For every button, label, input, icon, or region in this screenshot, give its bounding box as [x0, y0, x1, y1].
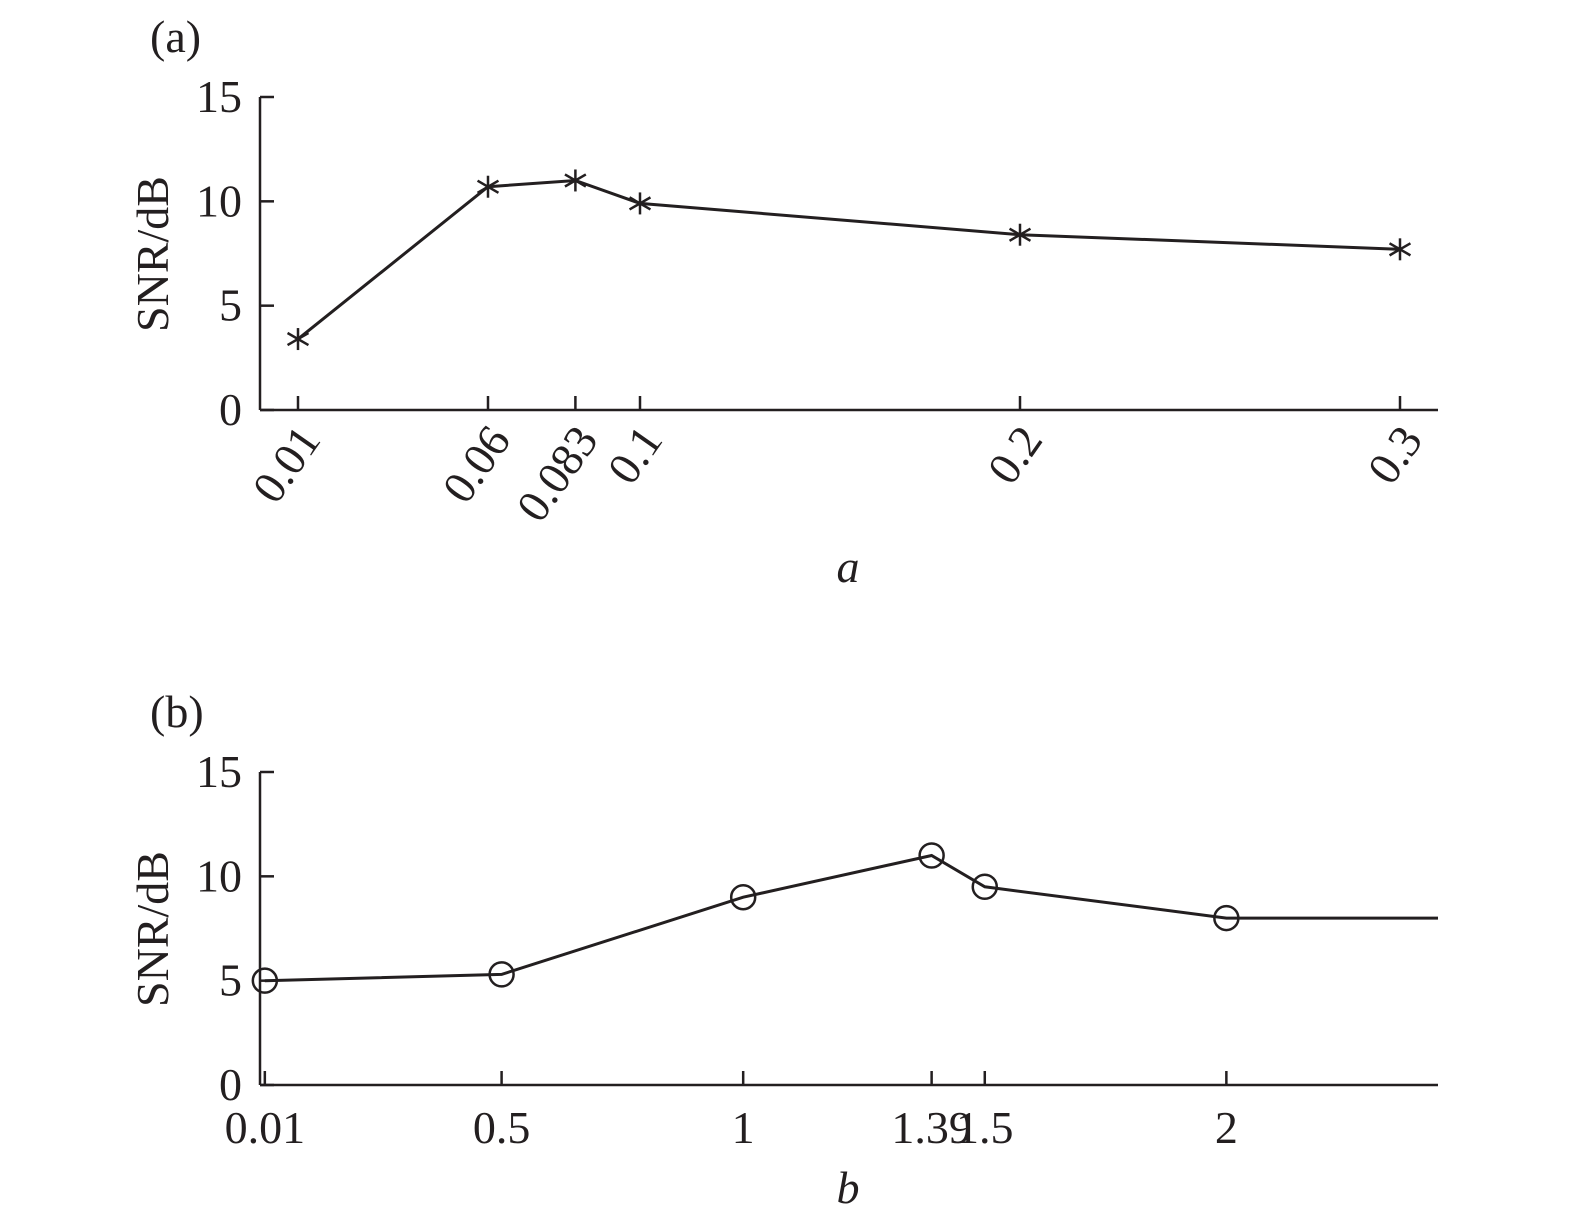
panel-a-y-tick-label: 0	[219, 384, 242, 435]
panel-b-data-point	[488, 961, 515, 988]
panel-a-series-line	[297, 178, 1401, 341]
panel-b-label: (b)	[150, 686, 204, 737]
panel-a-y-ticks: 0 5 10 15	[196, 71, 274, 435]
panel-b-y-tick-label: 10	[196, 850, 242, 901]
panel-b-data-point	[729, 883, 757, 911]
panel-a-data-point	[564, 169, 587, 192]
panel-b-x-tick-label: 2	[1215, 1102, 1238, 1153]
panel-a-label: (a)	[150, 11, 201, 62]
panel-b-x-tick-label: 0.01	[225, 1102, 306, 1153]
panel-b-axes	[258, 772, 1438, 1087]
panel-a-data-point	[1388, 238, 1412, 261]
panel-b-y-tick-label: 0	[219, 1059, 242, 1110]
panel-b-y-ticks: 0 5 10 15	[196, 746, 274, 1110]
panel-a-x-tick-label: 0.2	[977, 416, 1052, 492]
panel-a-y-tick-label: 15	[196, 71, 242, 122]
panel-a-axes	[258, 97, 1438, 412]
panel-b-x-tick-label: 1.39	[891, 1102, 972, 1153]
panel-b-y-tick-label: 5	[219, 955, 242, 1006]
panel-b-data-point	[1213, 904, 1240, 932]
panel-a-data-point	[628, 192, 652, 215]
panel-a-data-point	[1008, 223, 1032, 246]
panel-b-series-line	[264, 853, 1438, 983]
panel-b-x-tick-label: 1	[732, 1102, 755, 1153]
panel-b-data-point	[971, 873, 999, 901]
panel-a-x-tick-label: 0.083	[506, 416, 607, 530]
panel-b-y-axis-label: SNR/dB	[127, 851, 178, 1007]
panel-a-series	[286, 169, 1412, 351]
panel-b-data-point	[918, 842, 945, 869]
panel-b-series	[251, 842, 1438, 994]
panel-b-x-ticks: 0.01 0.5 1 1.391.5 2	[225, 1071, 1238, 1153]
panel-b-data-point	[251, 967, 279, 994]
panel-a-data-point	[286, 328, 310, 351]
panel-a-x-tick-label: 0.1	[597, 416, 672, 492]
panel-b-x-tick-label: 1.5	[956, 1102, 1014, 1153]
panel-a-y-tick-label: 5	[219, 280, 242, 331]
panel-b-chart: (b) SNR/dB b 0 5 10 15 0.01 0.5 1 1.391.5 2	[127, 686, 1438, 1213]
panel-a-x-tick-label: 0.06	[432, 416, 520, 511]
panel-a-x-axis-label: a	[837, 541, 860, 592]
panel-b-y-tick-label: 15	[196, 746, 242, 797]
panel-a-y-tick-label: 10	[196, 175, 242, 226]
panel-a-x-tick-label: 0.3	[1357, 416, 1432, 492]
panel-b-x-axis-label: b	[837, 1162, 860, 1213]
panel-a-y-axis-label: SNR/dB	[127, 176, 178, 332]
panel-a-x-tick-label: 0.01	[242, 416, 330, 511]
panel-b-x-tick-label: 0.5	[473, 1102, 531, 1153]
panel-a-data-point	[476, 175, 500, 198]
